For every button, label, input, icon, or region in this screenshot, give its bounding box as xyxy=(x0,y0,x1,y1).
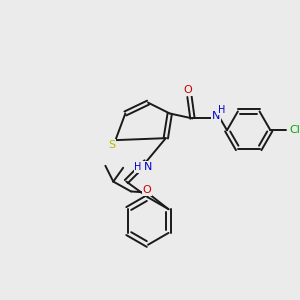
Text: Cl: Cl xyxy=(290,125,300,135)
Text: H: H xyxy=(218,104,226,115)
Text: N: N xyxy=(212,111,220,122)
Text: O: O xyxy=(142,185,151,196)
Text: H: H xyxy=(134,162,142,172)
Text: S: S xyxy=(108,140,115,150)
Text: O: O xyxy=(183,85,192,95)
Text: N: N xyxy=(144,162,152,172)
